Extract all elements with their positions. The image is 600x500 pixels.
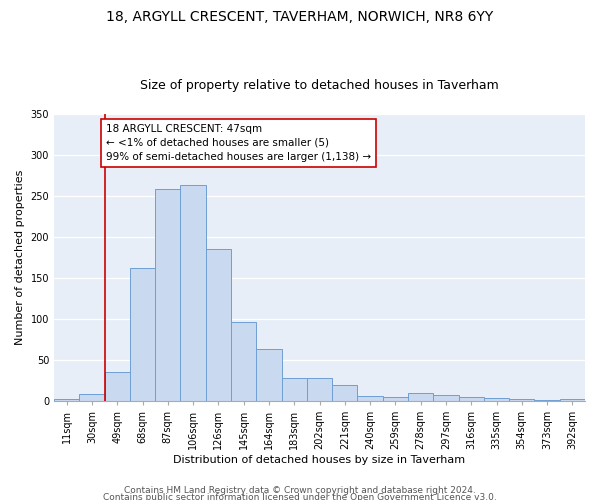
Bar <box>281 378 307 401</box>
Bar <box>307 378 332 401</box>
Bar <box>231 322 256 401</box>
Bar <box>130 268 155 401</box>
Bar <box>458 397 484 401</box>
Bar <box>256 350 281 401</box>
Bar <box>332 384 358 401</box>
Bar <box>79 394 104 401</box>
Bar <box>535 400 560 401</box>
Text: 18 ARGYLL CRESCENT: 47sqm
← <1% of detached houses are smaller (5)
99% of semi-d: 18 ARGYLL CRESCENT: 47sqm ← <1% of detac… <box>106 124 371 162</box>
Bar <box>54 398 79 401</box>
Bar <box>104 372 130 401</box>
Text: 18, ARGYLL CRESCENT, TAVERHAM, NORWICH, NR8 6YY: 18, ARGYLL CRESCENT, TAVERHAM, NORWICH, … <box>106 10 494 24</box>
Text: Contains HM Land Registry data © Crown copyright and database right 2024.: Contains HM Land Registry data © Crown c… <box>124 486 476 495</box>
Bar <box>560 398 585 401</box>
Bar <box>181 186 206 401</box>
Bar <box>484 398 509 401</box>
Bar <box>358 396 383 401</box>
Text: Contains public sector information licensed under the Open Government Licence v3: Contains public sector information licen… <box>103 494 497 500</box>
Bar <box>155 190 181 401</box>
X-axis label: Distribution of detached houses by size in Taverham: Distribution of detached houses by size … <box>173 455 466 465</box>
Bar <box>383 397 408 401</box>
Bar <box>433 396 458 401</box>
Bar <box>509 398 535 401</box>
Bar <box>408 393 433 401</box>
Title: Size of property relative to detached houses in Taverham: Size of property relative to detached ho… <box>140 79 499 92</box>
Y-axis label: Number of detached properties: Number of detached properties <box>15 170 25 345</box>
Bar <box>206 250 231 401</box>
